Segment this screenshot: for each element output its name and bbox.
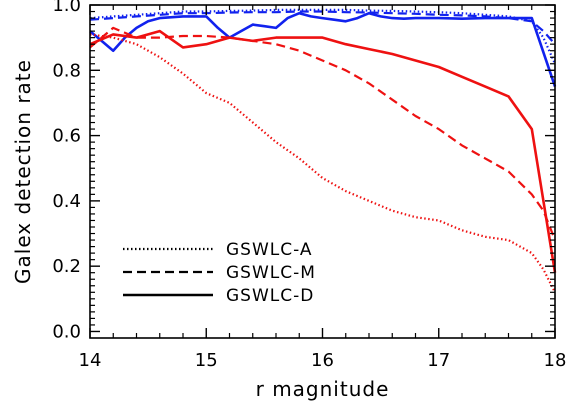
x-axis-title: r magnitude <box>256 377 390 401</box>
y-tick-label: 0.2 <box>52 256 81 277</box>
series-red-solid <box>89 29 557 273</box>
x-tick-label: 14 <box>79 350 102 371</box>
x-tick-label: 16 <box>311 350 334 371</box>
y-tick-label: 0.4 <box>52 191 81 212</box>
series-layer <box>89 8 557 293</box>
legend-label: GSWLC-M <box>226 263 316 283</box>
tick-labels: 14 15 16 17 18 0.0 0.2 0.4 0.6 0.8 1.0 <box>52 0 566 371</box>
y-axis-title: Galex detection rate <box>11 59 35 284</box>
y-tick-label: 0.0 <box>52 321 81 342</box>
series-red-dotted <box>89 33 556 293</box>
plot-frame <box>89 4 556 339</box>
ticks-layer <box>89 4 556 338</box>
series-blue-solid <box>89 11 557 88</box>
series-red-dashed <box>89 26 557 241</box>
y-tick-label: 0.8 <box>52 60 81 81</box>
y-tick-label: 1.0 <box>52 0 81 16</box>
series-blue-dotted <box>89 8 557 65</box>
legend-label: GSWLC-D <box>226 286 314 306</box>
x-tick-label: 15 <box>195 350 218 371</box>
legend-label: GSWLC-A <box>226 240 313 260</box>
y-tick-label: 0.6 <box>52 126 81 147</box>
x-tick-label: 18 <box>544 350 567 371</box>
x-tick-label: 17 <box>427 350 450 371</box>
legend: GSWLC-A GSWLC-M GSWLC-D <box>123 240 316 306</box>
series-blue-dashed <box>89 10 556 45</box>
